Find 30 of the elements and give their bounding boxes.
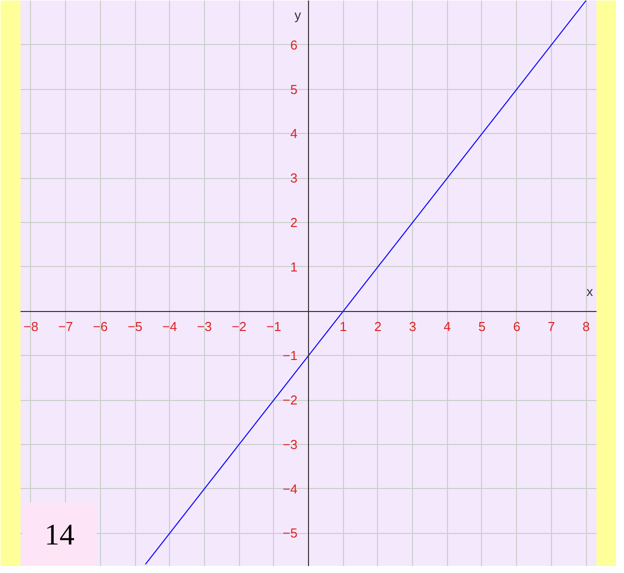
y-tick-label: 3 [290, 170, 298, 186]
y-tick-label: 4 [290, 126, 298, 142]
y-tick-label: −2 [282, 392, 298, 408]
x-tick-label: 2 [374, 319, 382, 334]
x-tick-label: −4 [162, 319, 178, 334]
x-tick-label: 5 [478, 319, 486, 334]
y-tick-label: 2 [290, 214, 298, 230]
y-axis-title: y [294, 8, 302, 22]
x-tick-label: −2 [232, 319, 247, 334]
x-tick-label: 4 [444, 319, 451, 334]
x-tick-label: 1 [340, 319, 347, 334]
x-tick-label: 7 [548, 319, 556, 334]
x-tick-label: −6 [92, 319, 108, 334]
x-tick-label: −3 [196, 319, 212, 334]
y-tick-label: 1 [290, 259, 298, 274]
x-axis-title: x [586, 284, 594, 300]
x-tick-label: −8 [24, 319, 38, 334]
x-tick-label: −1 [266, 319, 282, 334]
x-tick-label: −7 [58, 319, 74, 334]
y-tick-label: −4 [282, 481, 298, 496]
x-tick-label: 6 [513, 319, 520, 334]
y-tick-label: −1 [282, 348, 298, 364]
y-tick-label: −3 [282, 436, 298, 452]
y-tick-label: 6 [290, 37, 298, 52]
annotation: 14 [44, 518, 74, 552]
x-tick-label: 3 [408, 319, 416, 334]
x-tick-label: 8 [582, 319, 590, 334]
x-tick-label: −5 [128, 319, 142, 334]
y-tick-label: 5 [290, 82, 298, 97]
y-tick-label: −5 [282, 526, 298, 541]
